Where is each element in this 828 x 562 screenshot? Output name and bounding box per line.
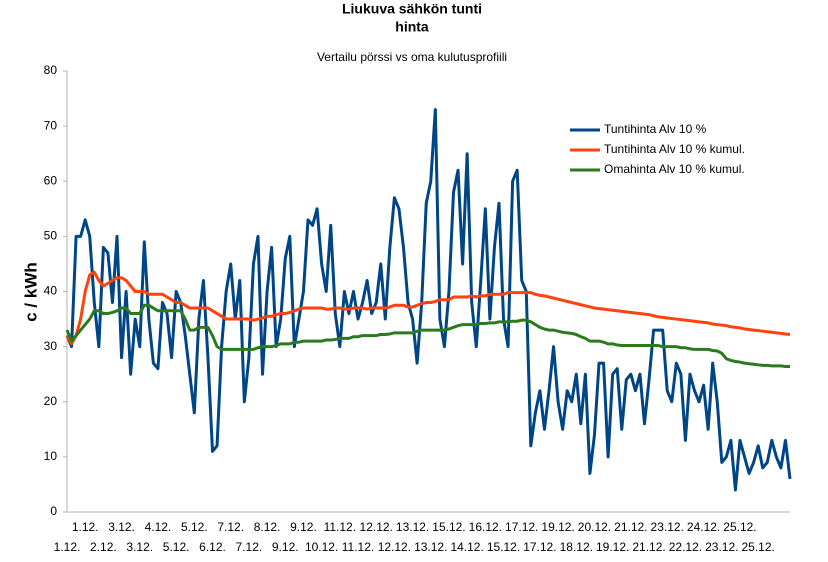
x-tick-label: 13.12. xyxy=(414,540,447,554)
x-tick-label: 4.12. xyxy=(145,520,172,534)
x-tick-label: 11.12. xyxy=(324,520,356,534)
y-tick-label: 20 xyxy=(44,394,58,408)
x-tick-label: 14.12. xyxy=(450,540,483,554)
x-tick-label: 17.12. xyxy=(523,540,556,554)
x-tick-label: 13.12. xyxy=(396,520,429,534)
x-tick-label: 5.12. xyxy=(181,520,208,534)
series-line xyxy=(65,303,790,368)
x-tick-label: 12.12. xyxy=(360,520,393,534)
y-tick-label: 80 xyxy=(44,63,58,77)
x-tick-label: 7.12. xyxy=(217,520,244,534)
chart-subtitle: Vertailu pörssi vs oma kulutusprofiili xyxy=(317,50,507,64)
x-tick-label: 7.12. xyxy=(236,540,263,554)
x-tick-label: 1.12. xyxy=(54,540,81,554)
x-tick-label: 10.12. xyxy=(305,540,338,554)
x-tick-label: 9.12. xyxy=(290,520,317,534)
x-tick-label: 24.12. xyxy=(687,520,720,534)
x-tick-label: 8.12. xyxy=(254,520,281,534)
y-tick-label: 50 xyxy=(44,229,58,243)
y-tick-label: 70 xyxy=(44,118,58,132)
x-tick-label: 11.12. xyxy=(342,540,374,554)
x-tick-label: 20.12. xyxy=(578,520,611,534)
x-tick-label: 3.12. xyxy=(126,540,153,554)
x-tick-label: 9.12. xyxy=(272,540,299,554)
x-tick-label: 15.12. xyxy=(487,540,520,554)
x-tick-label: 18.12. xyxy=(560,540,593,554)
x-tick-label: 25.12. xyxy=(741,540,774,554)
y-axis-label: c / kWh xyxy=(21,262,40,322)
x-tick-label: 5.12. xyxy=(163,540,190,554)
x-tick-label: 15.12. xyxy=(432,520,465,534)
x-tick-label: 17.12. xyxy=(505,520,538,534)
series-line xyxy=(65,108,792,492)
x-tick-label: 22.12. xyxy=(669,540,702,554)
y-tick-label: 40 xyxy=(44,284,58,298)
x-tick-label: 21.12. xyxy=(632,540,665,554)
x-tick-label: 19.12. xyxy=(596,540,629,554)
chart-title: hinta xyxy=(395,19,429,35)
x-tick-label: 25.12. xyxy=(723,520,756,534)
y-tick-label: 0 xyxy=(50,504,57,518)
y-tick-label: 10 xyxy=(44,449,58,463)
x-tick-label: 3.12. xyxy=(108,520,135,534)
series-line xyxy=(65,270,791,346)
legend-label: Tuntihinta Alv 10 % kumul. xyxy=(604,142,745,156)
x-tick-label: 1.12. xyxy=(72,520,99,534)
legend-label: Omahinta Alv 10 % kumul. xyxy=(604,162,745,176)
x-tick-label: 12.12. xyxy=(378,540,411,554)
x-tick-label: 23.12. xyxy=(705,540,738,554)
x-tick-label: 16.12. xyxy=(469,520,502,534)
x-tick-label: 6.12. xyxy=(199,540,226,554)
x-tick-label: 19.12. xyxy=(541,520,574,534)
chart-title: Liukuva sähkön tunti xyxy=(342,1,482,17)
legend-label: Tuntihinta Alv 10 % xyxy=(604,122,707,136)
x-tick-label: 2.12. xyxy=(90,540,117,554)
x-tick-label: 21.12. xyxy=(614,520,647,534)
y-tick-label: 60 xyxy=(44,173,58,187)
x-tick-label: 23.12. xyxy=(651,520,684,534)
y-tick-label: 30 xyxy=(44,339,58,353)
